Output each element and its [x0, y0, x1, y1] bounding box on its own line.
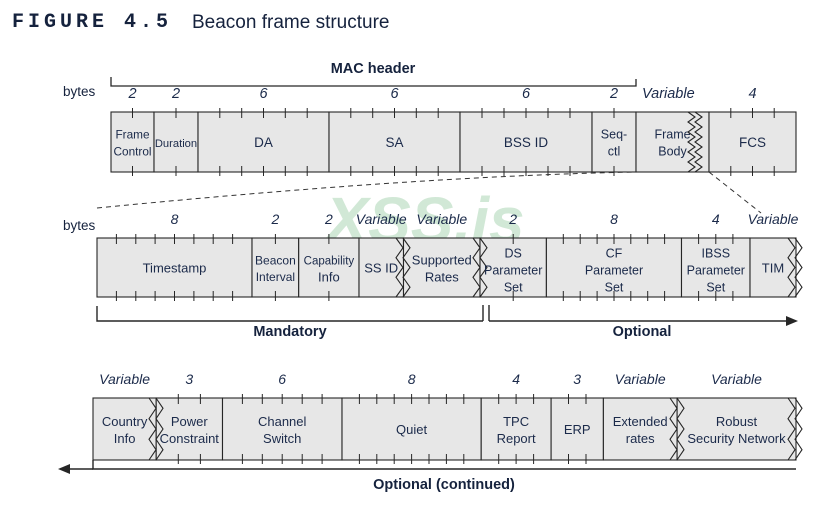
svg-text:6: 6: [278, 371, 286, 387]
svg-text:Interval: Interval: [256, 270, 295, 284]
svg-text:6: 6: [522, 86, 531, 102]
svg-text:Timestamp: Timestamp: [143, 261, 207, 276]
svg-text:CF: CF: [606, 247, 623, 261]
svg-text:Optional (continued): Optional (continued): [373, 477, 515, 493]
svg-text:6: 6: [390, 86, 399, 102]
svg-text:4: 4: [512, 371, 520, 387]
svg-text:Parameter: Parameter: [484, 264, 542, 278]
svg-text:Beacon: Beacon: [255, 254, 296, 268]
svg-text:Info: Info: [114, 431, 136, 446]
svg-text:ctl: ctl: [608, 145, 621, 159]
svg-text:bytes: bytes: [63, 84, 96, 99]
svg-text:Body: Body: [658, 145, 687, 159]
svg-text:2: 2: [324, 211, 333, 227]
svg-text:2: 2: [171, 86, 180, 102]
svg-text:Duration: Duration: [155, 138, 197, 150]
svg-text:TPC: TPC: [503, 414, 529, 429]
svg-text:Set: Set: [504, 281, 523, 295]
svg-text:6: 6: [259, 86, 268, 102]
svg-text:IBSS: IBSS: [702, 247, 731, 261]
svg-text:4: 4: [748, 86, 756, 102]
svg-text:SS ID: SS ID: [364, 261, 398, 276]
svg-text:2: 2: [271, 211, 280, 227]
svg-text:TIM: TIM: [762, 261, 784, 276]
svg-text:8: 8: [610, 211, 618, 227]
svg-text:2: 2: [127, 86, 136, 102]
svg-text:Seq-: Seq-: [601, 128, 627, 142]
svg-text:BSS ID: BSS ID: [504, 135, 549, 150]
svg-text:2: 2: [508, 211, 517, 227]
svg-text:MAC header: MAC header: [331, 61, 416, 77]
svg-text:8: 8: [408, 371, 416, 387]
svg-text:DA: DA: [254, 135, 273, 150]
svg-text:Variable: Variable: [615, 371, 666, 387]
svg-text:DS: DS: [505, 247, 522, 261]
svg-text:Info: Info: [318, 270, 340, 285]
svg-text:Variable: Variable: [416, 211, 467, 227]
svg-text:Set: Set: [605, 281, 624, 295]
svg-text:3: 3: [185, 371, 193, 387]
svg-text:Extended: Extended: [613, 414, 668, 429]
svg-text:Variable: Variable: [99, 371, 150, 387]
svg-text:Constraint: Constraint: [160, 431, 220, 446]
svg-text:Switch: Switch: [263, 431, 301, 446]
svg-text:2: 2: [609, 86, 618, 102]
svg-text:rates: rates: [626, 431, 655, 446]
svg-text:Robust: Robust: [716, 414, 758, 429]
svg-text:Security Network: Security Network: [687, 431, 786, 446]
svg-text:Report: Report: [497, 431, 536, 446]
svg-text:Channel: Channel: [258, 414, 307, 429]
svg-text:Quiet: Quiet: [396, 422, 427, 437]
svg-text:Frame: Frame: [115, 128, 150, 142]
svg-text:SA: SA: [385, 135, 403, 150]
svg-text:Power: Power: [171, 414, 209, 429]
svg-text:8: 8: [171, 211, 179, 227]
svg-text:Control: Control: [113, 145, 151, 159]
svg-text:4: 4: [712, 211, 720, 227]
svg-text:Parameter: Parameter: [585, 264, 643, 278]
svg-text:Variable: Variable: [748, 211, 799, 227]
svg-text:Parameter: Parameter: [687, 264, 745, 278]
svg-text:Variable: Variable: [642, 86, 695, 102]
svg-text:Rates: Rates: [425, 270, 459, 285]
svg-text:3: 3: [573, 371, 581, 387]
svg-text:Supported: Supported: [412, 253, 472, 268]
svg-text:FCS: FCS: [739, 135, 766, 150]
svg-text:Variable: Variable: [356, 211, 407, 227]
svg-text:Frame: Frame: [654, 128, 690, 142]
svg-text:Capability: Capability: [304, 256, 355, 268]
svg-text:Country: Country: [102, 414, 148, 429]
svg-text:Mandatory: Mandatory: [253, 324, 326, 340]
svg-text:Variable: Variable: [711, 371, 762, 387]
svg-text:Set: Set: [706, 281, 725, 295]
svg-text:ERP: ERP: [564, 422, 591, 437]
svg-text:Optional: Optional: [613, 324, 672, 340]
svg-text:bytes: bytes: [63, 218, 96, 233]
